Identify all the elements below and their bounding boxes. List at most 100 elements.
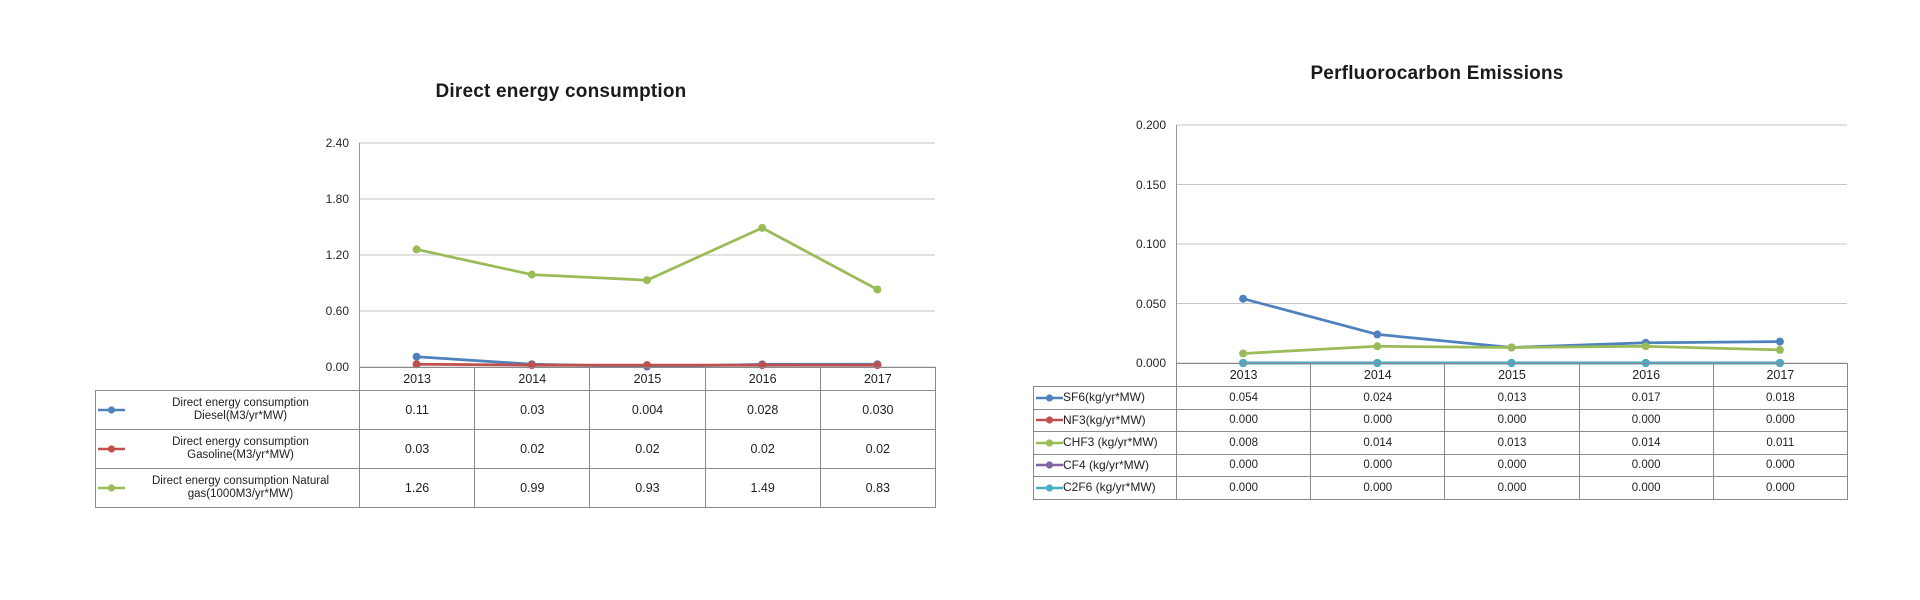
- legend-cell: Direct energy consumption Gasoline(M3/yr…: [95, 429, 360, 469]
- plot-area: [1176, 124, 1847, 367]
- y-axis-tick-label: 0.200: [1135, 118, 1166, 132]
- legend-cell: Direct energy consumption Natural gas(10…: [95, 468, 360, 508]
- series-marker: [758, 223, 767, 232]
- value-cell: 1.49: [704, 468, 821, 508]
- value-cell: 0.000: [1712, 408, 1848, 432]
- chart-perfluorocarbon-emissions: Perfluorocarbon Emissions 0.200 0.150 0.10…: [1033, 55, 1848, 503]
- legend-cell: NF3(kg/yr*MW): [1033, 408, 1177, 432]
- y-axis-tick-label: 1.80: [325, 192, 349, 206]
- series-marker: [643, 276, 651, 285]
- legend-label: SF6(kg/yr*MW): [1063, 390, 1145, 405]
- legend-cell: CHF3 (kg/yr*MW): [1033, 431, 1177, 455]
- legend-label: Direct energy consumption Diesel(M3/yr*M…: [172, 397, 309, 422]
- table-row: CF4 (kg/yr*MW) 0.000 0.000 0.000 0.000 0.000: [1033, 453, 1848, 477]
- table-row: NF3(kg/yr*MW) 0.000 0.000 0.000 0.000 0.000: [1033, 408, 1848, 432]
- series-line-0: [1241, 297, 1782, 349]
- table-row: Direct energy consumption Gasoline(M3/yr…: [95, 429, 936, 469]
- series-marker: [1507, 343, 1516, 352]
- value-cell: 0.000: [1712, 453, 1848, 477]
- table-row: Direct energy consumption Natural gas(10…: [95, 468, 936, 508]
- legend-label: Direct energy consumption Gasoline(M3/yr…: [172, 436, 309, 461]
- value-cell: 0.013: [1444, 431, 1580, 455]
- value-cell: 0.000: [1310, 476, 1446, 500]
- chart-direct-energy-consumption: Direct energy consumption 2.40 1.80 1.20 0.…: [95, 75, 936, 510]
- year-header-row: 2013 2014 2015 2016 2017: [96, 367, 936, 391]
- value-cell: 0.000: [1444, 476, 1580, 500]
- value-cell: 0.000: [1175, 408, 1312, 432]
- legend-cell: Direct energy consumption Diesel(M3/yr*M…: [95, 390, 360, 430]
- value-cell: 0.02: [819, 429, 936, 469]
- legend-cell: C2F6 (kg/yr*MW): [1033, 476, 1177, 500]
- value-cell: 0.014: [1310, 431, 1446, 455]
- legend-marker-icon: [1036, 461, 1063, 469]
- chart-title: Perfluorocarbon Emissions: [1310, 63, 1564, 84]
- x-tick-label: 2017: [1712, 363, 1848, 387]
- x-tick-label: 2016: [1578, 363, 1714, 387]
- x-tick-label: 2013: [358, 367, 476, 391]
- value-cell: 0.028: [704, 390, 821, 430]
- value-cell: 0.000: [1578, 453, 1714, 477]
- series-marker: [1775, 345, 1784, 354]
- legend-label: C2F6 (kg/yr*MW): [1063, 480, 1156, 495]
- series-marker: [412, 245, 421, 254]
- value-cell: 0.83: [819, 468, 936, 508]
- value-cell: 0.11: [358, 390, 476, 430]
- series-marker: [527, 270, 536, 279]
- value-cell: 0.02: [474, 429, 591, 469]
- series-marker: [1239, 294, 1248, 303]
- value-cell: 0.03: [474, 390, 591, 430]
- value-cell: 0.000: [1310, 408, 1446, 432]
- value-cell: 0.014: [1578, 431, 1714, 455]
- table-row: C2F6 (kg/yr*MW) 0.000 0.000 0.000 0.000 0.000: [1033, 476, 1848, 500]
- legend-marker-icon: [98, 484, 125, 492]
- corner-cell: [1034, 364, 1177, 387]
- series-marker: [1239, 349, 1248, 358]
- table-row: CHF3 (kg/yr*MW) 0.008 0.014 0.013 0.014 0.011: [1033, 431, 1848, 455]
- value-cell: 0.03: [358, 429, 476, 469]
- legend-cell: CF4 (kg/yr*MW): [1033, 453, 1177, 477]
- y-axis-tick-label: 0.150: [1135, 177, 1166, 192]
- y-axis-tick-label: 0.000: [1135, 356, 1166, 370]
- y-axis-tick-label: 2.40: [325, 136, 349, 150]
- y-axis-tick-label: 0.60: [325, 304, 349, 318]
- value-cell: 0.93: [589, 468, 706, 508]
- series-marker: [873, 285, 882, 294]
- value-cell: 0.02: [704, 429, 821, 469]
- value-cell: 0.000: [1578, 408, 1714, 432]
- chart-title: Direct energy consumption: [435, 81, 687, 102]
- value-cell: 0.02: [589, 429, 706, 469]
- value-cell: 0.024: [1310, 386, 1446, 410]
- series-marker: [412, 360, 421, 369]
- value-cell: 0.000: [1444, 408, 1580, 432]
- corner-cell: [96, 368, 360, 391]
- legend-marker-icon: [1036, 394, 1063, 402]
- x-tick-label: 2016: [704, 367, 821, 391]
- legend-label: NF3(kg/yr*MW): [1063, 412, 1146, 427]
- series-marker: [1775, 337, 1784, 346]
- series-marker: [1373, 342, 1382, 351]
- value-cell: 0.011: [1712, 431, 1848, 455]
- year-header-row: 2013 2014 2015 2016 2017: [1034, 363, 1848, 387]
- y-axis-tick-label: 0.00: [325, 360, 349, 374]
- x-tick-label: 2017: [819, 367, 936, 391]
- value-cell: 0.013: [1444, 386, 1580, 410]
- legend-label: CHF3 (kg/yr*MW): [1063, 435, 1158, 450]
- y-axis-tick-label: 0.050: [1135, 296, 1166, 311]
- table-row: Direct energy consumption Diesel(M3/yr*M…: [95, 390, 936, 430]
- legend-label: Direct energy consumption Natural gas(10…: [151, 475, 330, 500]
- legend-label: CF4 (kg/yr*MW): [1063, 457, 1149, 472]
- data-table: 2013 2014 2015 2016 2017 Direct energy consum…: [95, 367, 936, 508]
- value-cell: 0.004: [589, 390, 706, 430]
- series-marker: [412, 352, 421, 361]
- legend-marker-icon: [1036, 484, 1063, 492]
- plot-area: [359, 142, 935, 371]
- legend-marker-icon: [98, 445, 125, 453]
- legend-marker-icon: [1036, 416, 1063, 424]
- y-axis-tick-label: 1.20: [325, 248, 349, 262]
- value-cell: 0.018: [1712, 386, 1848, 410]
- value-cell: 0.99: [474, 468, 591, 508]
- value-cell: 0.017: [1578, 386, 1714, 410]
- y-axis-tick-label: 0.100: [1135, 237, 1166, 251]
- legend-marker-icon: [1036, 439, 1063, 447]
